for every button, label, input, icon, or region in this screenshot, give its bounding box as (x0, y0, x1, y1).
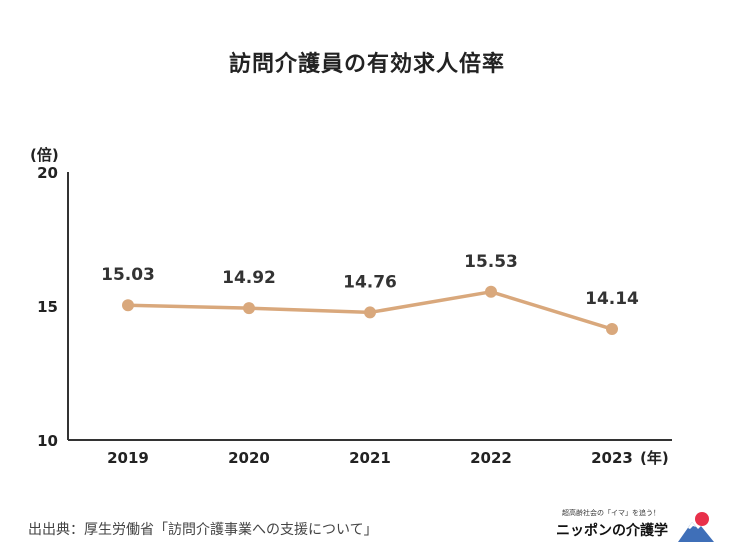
data-label: 15.53 (464, 252, 518, 272)
y-tick-label: 10 (37, 432, 58, 450)
chart-title: 訪問介護員の有効求人倍率 (228, 52, 505, 77)
y-tick-label: 20 (37, 164, 58, 182)
x-axis-label: (年) (640, 449, 669, 467)
x-tick-label: 2020 (228, 449, 270, 467)
y-tick-label: 15 (37, 298, 58, 316)
data-label: 14.76 (343, 272, 397, 292)
x-tick-label: 2019 (107, 449, 149, 467)
x-tick-label: 2021 (349, 449, 391, 467)
x-tick-label: 2022 (470, 449, 512, 467)
data-point (606, 323, 618, 336)
data-point (485, 285, 497, 298)
site-logo: 超高齢社会の「イマ」を追う！ ニッポンの介護学 (556, 508, 716, 546)
data-point (243, 302, 255, 315)
source-note: 出出典：厚生労働省「訪問介護事業への支援について」 (28, 522, 378, 538)
data-point (122, 299, 134, 312)
x-tick-label: 2023 (591, 449, 633, 467)
data-label: 15.03 (101, 265, 155, 285)
y-axis-label: (倍) (30, 146, 59, 164)
logo-name: ニッポンの介護学 (556, 523, 668, 539)
data-label: 14.92 (222, 268, 276, 288)
mount-fuji-sun-icon (678, 512, 714, 542)
logo-tagline: 超高齢社会の「イマ」を追う！ (562, 509, 660, 517)
data-point (364, 306, 376, 319)
data-label: 14.14 (585, 289, 639, 309)
